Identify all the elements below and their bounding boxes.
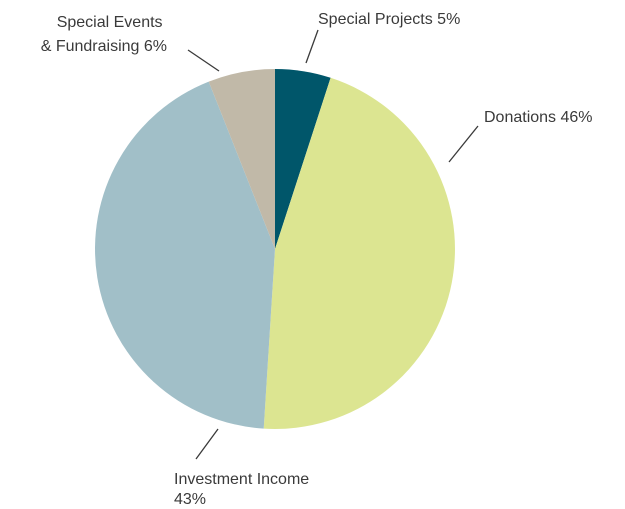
pie-slice-special-projects	[275, 69, 331, 249]
leader-line-special-events	[187, 49, 220, 72]
pie-slice-donations	[263, 77, 455, 429]
pie-slices	[95, 69, 455, 429]
slice-label-donations: Donations 46%	[484, 109, 593, 126]
slice-label-special-events: Special Events & Fundraising 6%	[41, 14, 167, 55]
pie-slice-investment-income	[95, 81, 275, 429]
leader-line-donations	[448, 125, 479, 163]
slice-label-special-projects: Special Projects 5%	[318, 11, 460, 28]
slice-label-investment-income: Investment Income 43%	[174, 471, 314, 508]
leader-line-special-projects	[305, 29, 319, 64]
pie-slice-special-events-fundraising	[208, 69, 275, 249]
leader-line-investment-income	[195, 428, 219, 460]
